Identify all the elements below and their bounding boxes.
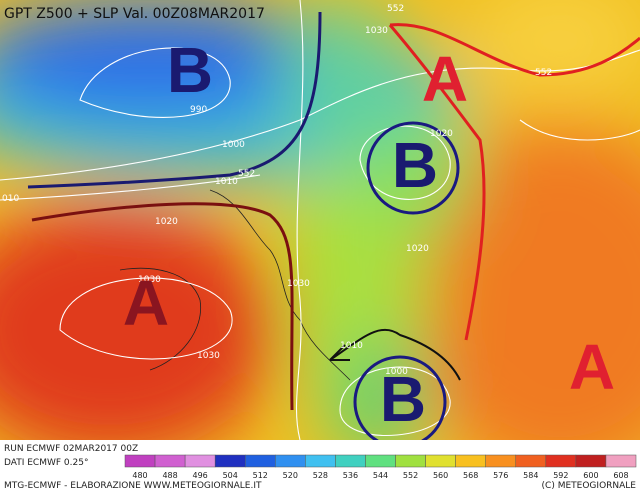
colorbar-label: 576 xyxy=(493,471,508,480)
colorbar-label: 560 xyxy=(433,471,448,480)
map-area: 552 1030 552 990 1000 552 1010 010 1020 … xyxy=(0,0,640,440)
colorbar-label: 584 xyxy=(523,471,538,480)
contour-label: 1010 xyxy=(340,341,363,351)
high-label: A xyxy=(422,43,468,115)
contour-label: 552 xyxy=(387,4,404,14)
colorbar-label: 552 xyxy=(403,471,418,480)
colorbar-cell xyxy=(275,454,306,468)
colorbar-label: 512 xyxy=(253,471,268,480)
contour-label: 552 xyxy=(238,169,255,179)
contour-label: 1000 xyxy=(385,367,408,377)
map-title: GPT Z500 + SLP Val. 00Z08MAR2017 xyxy=(4,6,265,22)
colorbar-label: 600 xyxy=(583,471,598,480)
low-label: B xyxy=(167,34,213,106)
contour-label: 552 xyxy=(535,68,552,78)
colorbar-label: 528 xyxy=(313,471,328,480)
colorbar-cell xyxy=(515,454,547,468)
colorbar-label: 488 xyxy=(162,471,177,480)
colorbar-label: 568 xyxy=(463,471,478,480)
colorbar-cell xyxy=(605,454,637,468)
colorbar-cell xyxy=(124,454,156,468)
high-label: A xyxy=(123,267,169,339)
contour-label: 1010 xyxy=(215,177,238,187)
low-label: B xyxy=(380,363,426,435)
contour-label: 1020 xyxy=(430,129,453,139)
colorbar-cell xyxy=(575,454,607,468)
colorbar-cell xyxy=(305,454,336,468)
colorbar-label: 592 xyxy=(553,471,568,480)
contour-label: 1030 xyxy=(365,26,388,36)
contour-label: 1030 xyxy=(197,351,220,361)
colorbar-cell xyxy=(545,454,577,468)
colorbar: 480 488 496 504 512 520 528 536 544 552 560 568 576 5… xyxy=(124,454,637,480)
high-label: A xyxy=(569,331,615,403)
colorbar-label: 536 xyxy=(343,471,358,480)
colorbar-label: 480 xyxy=(132,471,147,480)
footer-credits: MTG-ECMWF - ELABORAZIONE WWW.METEOGIORNA… xyxy=(4,481,262,491)
colorbar-label: 496 xyxy=(193,471,208,480)
colorbar-cell xyxy=(395,454,426,468)
contour-label: 1030 xyxy=(138,275,161,285)
colorbar-cell xyxy=(455,454,486,468)
contour-label: 1030 xyxy=(287,279,310,289)
colorbar-cell xyxy=(184,454,216,468)
footer-copyright: (C) METEOGIORNALE xyxy=(542,481,637,491)
colorbar-label: 504 xyxy=(223,471,238,480)
colorbar-cell xyxy=(214,454,246,468)
contour-label: 1020 xyxy=(155,217,178,227)
contour-label: 1020 xyxy=(406,244,429,254)
footer-source: DATI ECMWF 0.25° xyxy=(4,458,88,468)
low-label: B xyxy=(392,129,438,201)
contour-label: 010 xyxy=(2,194,19,204)
contour-label: 1000 xyxy=(222,140,245,150)
colorbar-cell xyxy=(365,454,396,468)
contour-label: 990 xyxy=(190,105,207,115)
colorbar-label: 608 xyxy=(613,471,628,480)
colorbar-label: 520 xyxy=(283,471,298,480)
colorbar-cell xyxy=(335,454,366,468)
colorbar-cell xyxy=(485,454,517,468)
colorbar-cell xyxy=(244,454,276,468)
colorbar-cell xyxy=(425,454,456,468)
colorbar-cell xyxy=(154,454,186,468)
footer-run: RUN ECMWF 02MAR2017 00Z xyxy=(4,444,138,454)
colorbar-label: 544 xyxy=(373,471,388,480)
